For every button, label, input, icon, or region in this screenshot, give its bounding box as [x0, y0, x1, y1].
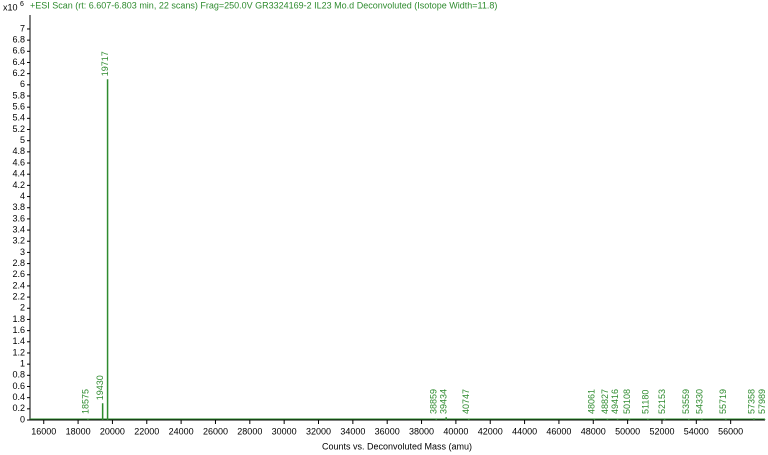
y-tick-label: 1 [20, 359, 25, 369]
y-tick-label: 6.6 [12, 46, 25, 56]
peak-label: 55719 [718, 389, 728, 414]
y-tick-label: 5.4 [12, 113, 25, 123]
peak-label: 19430 [95, 375, 105, 400]
y-tick-label: 6.4 [12, 57, 25, 67]
x-tick-label: 42000 [478, 426, 503, 436]
y-tick-label: 0.4 [12, 392, 25, 402]
x-tick-label: 54000 [684, 426, 709, 436]
x-tick-label: 36000 [375, 426, 400, 436]
peak-label: 52153 [657, 389, 667, 414]
x-tick-label: 24000 [169, 426, 194, 436]
y-tick-label: 5.2 [12, 124, 25, 134]
y-tick-label: 0.8 [12, 370, 25, 380]
x-tick-label: 40000 [443, 426, 468, 436]
y-tick-label: 4.6 [12, 157, 25, 167]
y-exponent: 6 [20, 1, 24, 8]
x-tick-label: 18000 [66, 426, 91, 436]
x-tick-label: 32000 [306, 426, 331, 436]
y-tick-label: 3.2 [12, 236, 25, 246]
y-tick-label: 0 [20, 414, 25, 424]
x-tick-label: 22000 [134, 426, 159, 436]
peak-label: 53559 [681, 389, 691, 414]
y-tick-label: 4.8 [12, 146, 25, 156]
peak-label: 18575 [80, 389, 90, 414]
x-tick-label: 16000 [31, 426, 56, 436]
y-tick-label: 3.4 [12, 224, 25, 234]
y-tick-label: 3 [20, 247, 25, 257]
y-multiplier: x10 [3, 2, 18, 12]
y-tick-label: 2.4 [12, 280, 25, 290]
y-tick-label: 5 [20, 135, 25, 145]
y-tick-label: 0.2 [12, 403, 25, 413]
y-tick-label: 3.6 [12, 213, 25, 223]
chart-title: +ESI Scan (rt: 6.607-6.803 min, 22 scans… [30, 0, 497, 10]
y-tick-label: 6.8 [12, 35, 25, 45]
y-tick-label: 2.2 [12, 291, 25, 301]
y-tick-label: 1.2 [12, 347, 25, 357]
x-tick-label: 38000 [409, 426, 434, 436]
y-tick-label: 2 [20, 303, 25, 313]
y-tick-label: 6 [20, 79, 25, 89]
y-tick-label: 7 [20, 23, 25, 33]
peak-label: 48827 [600, 389, 610, 414]
peak-label: 48061 [587, 389, 597, 414]
x-tick-label: 46000 [546, 426, 571, 436]
y-tick-label: 4.2 [12, 180, 25, 190]
peak-label: 57989 [757, 389, 767, 414]
y-tick-label: 5.6 [12, 102, 25, 112]
peak-label: 39434 [439, 389, 449, 414]
peak-label: 57358 [746, 389, 756, 414]
y-tick-label: 6.2 [12, 68, 25, 78]
x-tick-label: 34000 [340, 426, 365, 436]
y-tick-label: 4 [20, 191, 25, 201]
peak-label: 38859 [429, 389, 439, 414]
y-tick-label: 2.8 [12, 258, 25, 268]
y-tick-label: 1.4 [12, 336, 25, 346]
y-tick-label: 2.6 [12, 269, 25, 279]
y-tick-label: 1.8 [12, 314, 25, 324]
y-tick-label: 5.8 [12, 90, 25, 100]
x-tick-label: 50000 [615, 426, 640, 436]
x-tick-label: 30000 [272, 426, 297, 436]
peak-label: 40747 [461, 389, 471, 414]
peak-label: 49416 [610, 389, 620, 414]
x-tick-label: 20000 [100, 426, 125, 436]
x-tick-label: 44000 [512, 426, 537, 436]
x-tick-label: 48000 [581, 426, 606, 436]
peak-label: 19717 [100, 51, 110, 76]
peak-label: 54330 [694, 389, 704, 414]
peak-label: 51180 [640, 390, 650, 414]
y-tick-label: 3.8 [12, 202, 25, 212]
x-axis-label: Counts vs. Deconvoluted Mass (amu) [322, 441, 472, 451]
x-tick-label: 56000 [718, 426, 743, 436]
x-tick-label: 28000 [237, 426, 262, 436]
x-tick-label: 52000 [649, 426, 674, 436]
peak-label: 50108 [622, 389, 632, 414]
y-tick-label: 1.6 [12, 325, 25, 335]
y-tick-label: 0.6 [12, 381, 25, 391]
x-tick-label: 26000 [203, 426, 228, 436]
y-tick-label: 4.4 [12, 169, 25, 179]
